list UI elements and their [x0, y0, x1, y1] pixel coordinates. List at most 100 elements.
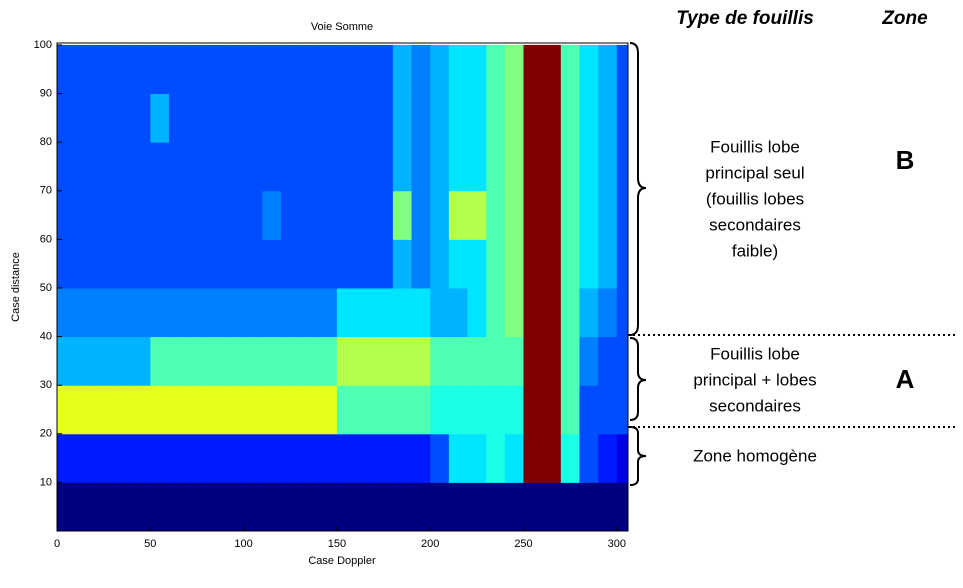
heatmap-cell: [262, 287, 282, 338]
heatmap-cell: [448, 385, 469, 435]
heatmap-cell: [616, 482, 628, 531]
heatmap-cell: [150, 44, 170, 95]
heatmap-cell: [430, 482, 450, 531]
heatmap-cell: [168, 190, 189, 240]
heatmap-cell: [467, 482, 487, 531]
heatmap-cell: [598, 336, 618, 386]
heatmap-cell: [392, 433, 413, 483]
heatmap-cell: [94, 336, 114, 386]
heatmap-cell: [57, 482, 77, 531]
heatmap-cell: [262, 142, 282, 192]
heatmap-cell: [504, 93, 525, 143]
heatmap-cell: [168, 44, 189, 95]
heatmap-cell: [411, 44, 431, 95]
heatmap-cell: [355, 336, 375, 386]
heatmap-cell: [243, 287, 263, 338]
heatmap-cell: [112, 385, 133, 435]
heatmap-cell: [280, 239, 301, 289]
heatmap-cell: [168, 142, 189, 192]
heatmap-cell: [299, 142, 319, 192]
y-tick-label: 10: [40, 476, 52, 488]
heatmap-cell: [318, 142, 338, 192]
heatmap-cell: [504, 190, 525, 240]
heatmap-cell: [318, 190, 338, 240]
heatmap-cell: [448, 190, 469, 240]
heatmap-cell: [598, 44, 618, 95]
x-tick-label: 0: [54, 538, 60, 550]
heatmap-cell: [430, 142, 450, 192]
heatmap-cell: [579, 93, 599, 143]
heatmap-cell: [224, 385, 245, 435]
heatmap-cell: [94, 385, 114, 435]
heatmap-cell: [448, 239, 469, 289]
heatmap-cell: [355, 385, 375, 435]
heatmap-cell: [598, 239, 618, 289]
heatmap-cell: [187, 93, 207, 143]
heatmap-cell: [262, 93, 282, 143]
heatmap-cell: [336, 239, 357, 289]
heatmap-cell: [523, 336, 543, 386]
braces: [629, 42, 647, 486]
heatmap-cell: [355, 44, 375, 95]
heatmap-cell: [374, 239, 394, 289]
heatmap-cell: [57, 336, 77, 386]
y-tick-label: 20: [40, 428, 52, 440]
heatmap-cell: [560, 44, 580, 95]
heatmap-cell: [318, 482, 338, 531]
heatmap-cell: [280, 385, 301, 435]
heatmap-cell: [131, 190, 151, 240]
zone-description: Zone homogène: [693, 446, 817, 465]
heatmap-cell: [542, 44, 562, 95]
heatmap-cell: [206, 239, 226, 289]
heatmap-cell: [560, 433, 580, 483]
heatmap-cell: [392, 287, 413, 338]
zone-description: secondaires: [709, 396, 801, 415]
heatmap-cell: [560, 482, 580, 531]
heatmap-cell: [57, 239, 77, 289]
heatmap-cell: [75, 336, 95, 386]
heatmap-cell: [374, 433, 394, 483]
heatmap-cell: [112, 142, 133, 192]
heatmap-cell: [224, 239, 245, 289]
heatmap-cell: [486, 93, 506, 143]
heatmap-cell: [448, 482, 469, 531]
heatmap-cell: [150, 93, 170, 143]
heatmap: [57, 44, 628, 531]
heatmap-cell: [262, 482, 282, 531]
heatmap-cell: [224, 93, 245, 143]
heatmap-cell: [168, 433, 189, 483]
heatmap-cell: [504, 433, 525, 483]
heatmap-cell: [243, 482, 263, 531]
heatmap-cell: [560, 239, 580, 289]
heatmap-cell: [523, 433, 543, 483]
heatmap-cell: [318, 287, 338, 338]
heatmap-cell: [206, 433, 226, 483]
heatmap-cell: [579, 433, 599, 483]
heatmap-cell: [523, 190, 543, 240]
heatmap-cell: [168, 239, 189, 289]
heatmap-cell: [523, 482, 543, 531]
heatmap-cell: [131, 239, 151, 289]
heatmap-cell: [94, 433, 114, 483]
heatmap-cell: [542, 385, 562, 435]
heatmap-cell: [616, 93, 628, 143]
heatmap-cell: [299, 239, 319, 289]
heatmap-cell: [57, 433, 77, 483]
heatmap-cell: [504, 336, 525, 386]
heatmap-cell: [262, 239, 282, 289]
heatmap-cell: [57, 287, 77, 338]
heatmap-cell: [598, 190, 618, 240]
heatmap-cell: [542, 287, 562, 338]
heatmap-cell: [392, 336, 413, 386]
heatmap-cell: [579, 482, 599, 531]
zone-description: principal seul: [705, 163, 804, 182]
heatmap-cell: [187, 190, 207, 240]
heatmap-cell: [374, 142, 394, 192]
zone-description: principal + lobes: [693, 370, 816, 389]
heatmap-cell: [448, 142, 469, 192]
heatmap-cell: [206, 44, 226, 95]
heatmap-cell: [131, 336, 151, 386]
heatmap-cell: [486, 142, 506, 192]
heatmap-cell: [206, 336, 226, 386]
zone-description: Fouillis lobe: [710, 137, 800, 156]
